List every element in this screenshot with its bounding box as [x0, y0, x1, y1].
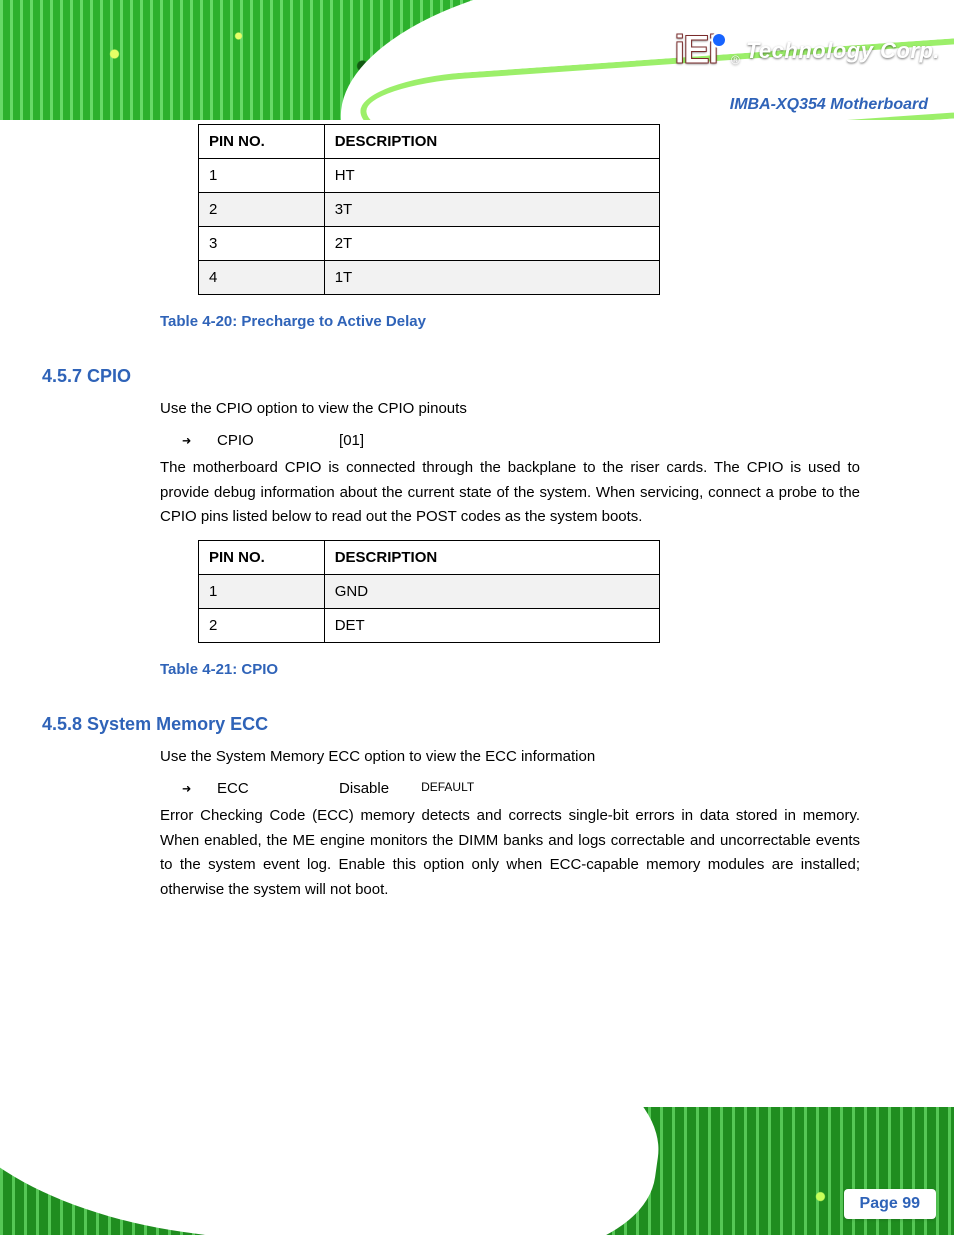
def-value: Disable	[339, 780, 389, 798]
table-row: 3 2T	[199, 227, 660, 261]
page-number: Page 99	[844, 1189, 936, 1219]
footer-banner: Page 99	[0, 1107, 954, 1235]
brand-mark: iEi	[674, 28, 725, 73]
brand-name: Technology Corp.	[746, 38, 940, 64]
table-row: 1 GND	[199, 575, 660, 609]
ecc-intro: Use the System Memory ECC option to view…	[160, 745, 860, 770]
cell-desc: 3T	[324, 193, 659, 227]
registered-mark: ®	[731, 53, 740, 67]
table-row: 4 1T	[199, 261, 660, 295]
section-heading-cpio: 4.5.7 CPIO	[42, 366, 912, 387]
col-desc: DESCRIPTION	[324, 541, 659, 575]
table-header-row: PIN NO. DESCRIPTION	[199, 125, 660, 159]
table-row: 1 HT	[199, 159, 660, 193]
cell-pin: 4	[199, 261, 325, 295]
page-content: PIN NO. DESCRIPTION 1 HT 2 3T 3 2T 4 1T …	[0, 124, 954, 913]
def-value: [01]	[339, 432, 364, 450]
product-title: IMBA-XQ354 Motherboard	[730, 96, 928, 114]
table-header-row: PIN NO. DESCRIPTION	[199, 541, 660, 575]
cell-desc: HT	[324, 159, 659, 193]
cpio-caption: Table 4-21: CPIO	[160, 661, 912, 678]
cell-pin: 2	[199, 609, 325, 643]
cell-pin: 2	[199, 193, 325, 227]
col-pin: PIN NO.	[199, 541, 325, 575]
bullet-icon: ➜	[182, 432, 191, 450]
cell-desc: GND	[324, 575, 659, 609]
cpio-table: PIN NO. DESCRIPTION 1 GND 2 DET	[198, 540, 660, 643]
brand-mark-text: iEi	[674, 28, 717, 72]
section-heading-ecc: 4.5.8 System Memory ECC	[42, 714, 912, 735]
cell-pin: 3	[199, 227, 325, 261]
brand-logo: iEi ® Technology Corp.	[674, 28, 940, 73]
def-default: DEFAULT	[421, 780, 474, 798]
cell-desc: 1T	[324, 261, 659, 295]
cpio-body: The motherboard CPIO is connected throug…	[160, 456, 860, 530]
table-row: 2 DET	[199, 609, 660, 643]
brand-dot-icon	[713, 34, 725, 46]
cell-pin: 1	[199, 159, 325, 193]
col-desc: DESCRIPTION	[324, 125, 659, 159]
cpio-definition: ➜ CPIO [01]	[182, 432, 912, 450]
def-key: CPIO	[217, 432, 313, 450]
col-pin: PIN NO.	[199, 125, 325, 159]
header-banner: iEi ® Technology Corp. IMBA-XQ354 Mother…	[0, 0, 954, 120]
cell-desc: 2T	[324, 227, 659, 261]
cell-desc: DET	[324, 609, 659, 643]
ecc-body: Error Checking Code (ECC) memory detects…	[160, 804, 860, 903]
bullet-icon: ➜	[182, 780, 191, 798]
precharge-table: PIN NO. DESCRIPTION 1 HT 2 3T 3 2T 4 1T	[198, 124, 660, 295]
precharge-tbody: 1 HT 2 3T 3 2T 4 1T	[199, 159, 660, 295]
cpio-intro: Use the CPIO option to view the CPIO pin…	[160, 397, 860, 422]
cpio-tbody: 1 GND 2 DET	[199, 575, 660, 643]
ecc-definition: ➜ ECC Disable DEFAULT	[182, 780, 912, 798]
cell-pin: 1	[199, 575, 325, 609]
precharge-caption: Table 4-20: Precharge to Active Delay	[160, 313, 912, 330]
def-key: ECC	[217, 780, 313, 798]
table-row: 2 3T	[199, 193, 660, 227]
